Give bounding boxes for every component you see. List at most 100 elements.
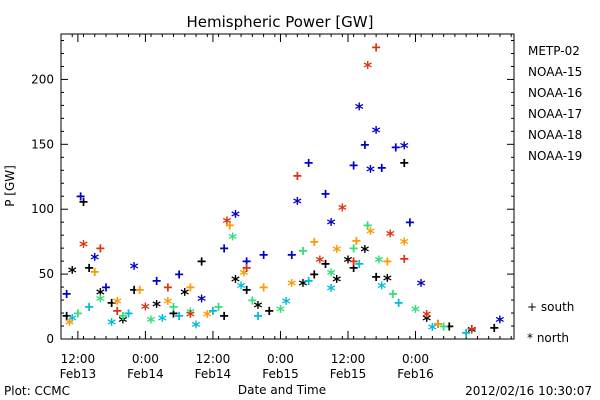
data-point: + [197,252,206,270]
data-point: + [169,298,178,316]
data-point: + [169,304,178,322]
data-point: * [326,282,336,302]
data-point: * [185,305,195,325]
data-point: * [230,273,240,293]
legend-entry: METP-02 [528,44,580,58]
data-point: + [372,268,381,286]
data-point: * [287,276,297,296]
y-axis-label: P [GW] [3,165,17,207]
data-point: + [310,233,319,251]
data-point: * [326,266,336,286]
data-point: + [363,216,372,234]
data-point: * [360,243,370,263]
data-point: + [349,239,358,257]
data-point: * [332,273,342,293]
data-point: + [175,307,184,325]
data-point: + [113,301,122,319]
data-point: + [208,301,217,319]
data-point: + [118,307,127,325]
data-point: * [365,162,375,182]
data-point: + [248,291,257,309]
data-point: + [124,304,133,322]
data-point: + [102,278,111,296]
data-point: * [67,312,77,332]
x-tick-date: Feb14 [195,367,232,381]
data-point: + [96,239,105,257]
y-tick-label: 0 [46,332,54,346]
data-point: * [377,279,387,299]
data-point: * [298,276,308,296]
data-point: + [186,278,195,296]
data-point: * [67,264,77,284]
data-point: + [445,317,454,335]
x-tick-date: Feb15 [262,367,299,381]
data-point: + [304,272,313,290]
data-point: + [394,294,403,312]
data-point: + [490,318,499,336]
data-point: + [152,272,161,290]
data-point: * [427,321,437,341]
data-point: + [135,281,144,299]
data-point: * [180,286,190,306]
data-point: * [157,312,167,332]
y-tick-label: 100 [31,202,54,216]
legend-entry: NOAA-17 [528,107,582,121]
x-tick-label: 0:00 [267,352,294,366]
data-point: * [399,235,409,255]
x-tick-date: Feb13 [60,367,97,381]
data-point: + [310,265,319,283]
data-point: + [130,281,139,299]
data-point: * [140,300,150,320]
x-tick-date: Feb15 [330,367,367,381]
data-point: + [352,231,361,249]
data-point: + [372,38,381,56]
plot-frame [60,33,515,340]
x-tick-label: 12:00 [61,352,96,366]
data-point: + [242,259,251,277]
data-point: + [321,185,330,203]
data-point: * [64,315,74,335]
data-point: + [214,298,223,316]
data-point: + [293,166,302,184]
legend-entry: NOAA-18 [528,128,582,142]
chart-title: Hemispheric Power [GW] [187,13,374,31]
data-point: + [388,285,397,303]
data-point: * [281,295,291,315]
data-point: + [163,278,172,296]
footer-timestamp: 2012/02/16 10:30:07 [465,384,592,398]
data-point: + [225,216,234,234]
x-tick-label: 12:00 [196,352,231,366]
data-point: + [259,246,268,264]
data-point: * [95,292,105,312]
data-point: + [79,192,88,210]
data-point: * [95,286,105,306]
data-point: * [343,253,353,273]
data-point: * [337,201,347,221]
data-point: + [349,156,358,174]
data-point: * [228,230,238,250]
legend-entry: NOAA-16 [528,86,582,100]
data-point: * [422,312,432,332]
data-point: + [242,281,251,299]
data-point: * [363,58,373,78]
x-tick-label: 0:00 [132,352,159,366]
data-point: + [107,294,116,312]
marker-legend-entry: + south [527,300,574,314]
data-point: + [85,259,94,277]
data-point: * [222,214,232,234]
data-point: + [434,314,443,332]
x-tick-date: Feb14 [127,367,164,381]
data-point: * [332,243,342,263]
data-point: + [400,153,409,171]
y-axis: 0 50 100 150 200 [31,39,514,346]
data-point: + [73,304,82,322]
data-point: * [230,208,240,228]
data-point: * [129,260,139,280]
data-point: * [315,253,325,273]
data-point: + [76,187,85,205]
data-point: * [422,308,432,328]
data-point: + [321,255,330,273]
data-point: + [434,314,443,332]
data-point: + [405,213,414,231]
data-point: + [383,252,392,270]
